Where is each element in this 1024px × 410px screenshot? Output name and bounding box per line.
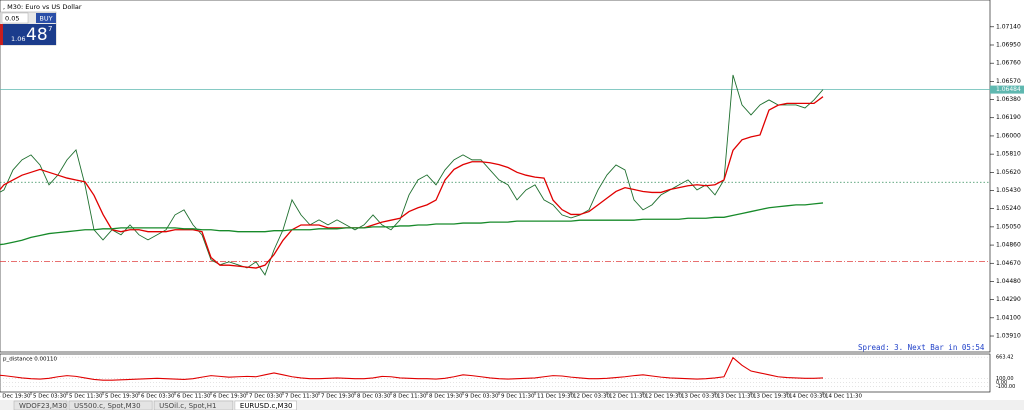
x-tick-label: 9 Dec 03:30	[465, 394, 499, 400]
price-pips: 48	[26, 25, 48, 45]
buy-button[interactable]	[36, 13, 56, 23]
y-tick-label: 1.04100	[996, 314, 1021, 321]
x-tick-label: 11 Dec 19:30	[537, 394, 574, 400]
series-line	[0, 96, 824, 269]
tab-label: EURUSD.c,M30	[240, 402, 293, 410]
y-tick-label: 1.04670	[996, 260, 1021, 267]
tab-label: WDOF23,M30	[19, 402, 67, 410]
x-tick-label: 5 Dec 03:30	[33, 394, 67, 400]
lot-input[interactable]	[1, 12, 29, 24]
x-tick-label: 6 Dec 03:30	[141, 394, 175, 400]
x-tick-label: 4 Dec 19:30	[0, 394, 31, 400]
price-point: 7	[48, 25, 52, 33]
x-tick-label: 5 Dec 19:30	[105, 394, 139, 400]
indicator-tick-label: 0.00	[996, 380, 1007, 386]
indicator-line	[0, 356, 824, 381]
y-tick-label: 1.05620	[996, 169, 1021, 176]
x-tick-label: 8 Dec 03:30	[357, 394, 391, 400]
indicator-tick-label: -100.00	[996, 384, 1015, 390]
x-tick-label: 9 Dec 11:30	[501, 394, 535, 400]
tab[interactable]	[68, 400, 153, 410]
x-tick-label: 5 Dec 11:30	[69, 394, 103, 400]
tab[interactable]	[13, 400, 68, 410]
buy-label: BUY	[39, 15, 52, 23]
y-tick-label: 1.06190	[996, 114, 1021, 121]
x-tick-label: 7 Dec 19:30	[321, 394, 355, 400]
y-tick-label: 1.05050	[996, 223, 1021, 230]
sell-stripe	[0, 24, 3, 45]
y-tick-label: 1.06000	[996, 132, 1021, 139]
x-tick-label: 7 Dec 03:30	[249, 394, 283, 400]
chart-title: , M30: Euro vs US Dollar	[3, 3, 82, 11]
current-price-box	[990, 85, 1024, 94]
x-tick-label: 12 Dec 11:30	[609, 394, 646, 400]
y-tick-label: 1.05430	[996, 187, 1021, 194]
lot-size: 0.05	[5, 15, 19, 23]
price-big: 1.06	[11, 35, 25, 43]
indicator-tick-label: 100.00	[996, 376, 1014, 382]
price-box	[0, 24, 56, 45]
y-tick-label: 1.03910	[996, 333, 1021, 340]
x-tick-label: 14 Dec 11:30	[825, 394, 862, 400]
y-tick-label: 1.05810	[996, 151, 1021, 158]
series-line	[0, 202, 824, 246]
indicator-panel	[0, 353, 991, 393]
indicator-title: p_distance 0.00110	[3, 357, 58, 363]
x-tick-label: 6 Dec 11:30	[177, 394, 211, 400]
tab-label: US500.c, Spot,M30	[74, 402, 141, 410]
y-tick-label: 1.06570	[996, 78, 1021, 85]
y-tick-label: 1.06760	[996, 60, 1021, 67]
x-tick-label: 8 Dec 19:30	[429, 394, 463, 400]
y-tick-label: 1.06380	[996, 96, 1021, 103]
x-tick-label: 7 Dec 11:30	[285, 394, 319, 400]
y-tick-label: 1.04290	[996, 296, 1021, 303]
tabs: WDOF23,M30 US500.c, Spot,M30 USOil.c, Spot…	[13, 400, 297, 410]
indicator-tick-label: 663.42	[996, 355, 1014, 361]
tab-bar	[0, 400, 1024, 410]
x-tick-label: 13 Dec 11:30	[717, 394, 754, 400]
status-text: Spread: 3. Next Bar in 05:54	[858, 343, 985, 352]
y-tick-label: 1.06950	[996, 41, 1021, 48]
plot-layer: 1.071401.069501.067601.065701.063801.061…	[0, 23, 1024, 400]
current-price-label: 1.06484	[996, 86, 1021, 93]
x-tick-label: 13 Dec 03:30	[681, 394, 718, 400]
x-tick-label: 14 Dec 03:30	[789, 394, 826, 400]
y-tick-label: 1.04860	[996, 242, 1021, 249]
x-tick-label: 8 Dec 11:30	[393, 394, 427, 400]
x-tick-label: 12 Dec 19:30	[645, 394, 682, 400]
tab[interactable]	[234, 400, 297, 410]
y-tick-label: 1.04480	[996, 278, 1021, 285]
y-tick-label: 1.05240	[996, 205, 1021, 212]
x-tick-label: 12 Dec 03:30	[573, 394, 610, 400]
x-tick-label: 13 Dec 19:30	[753, 394, 790, 400]
y-tick-label: 1.07140	[996, 23, 1021, 30]
tab[interactable]	[153, 400, 234, 410]
tab-label: USOil.c, Spot,H1	[159, 402, 216, 410]
x-tick-label: 6 Dec 19:30	[213, 394, 247, 400]
